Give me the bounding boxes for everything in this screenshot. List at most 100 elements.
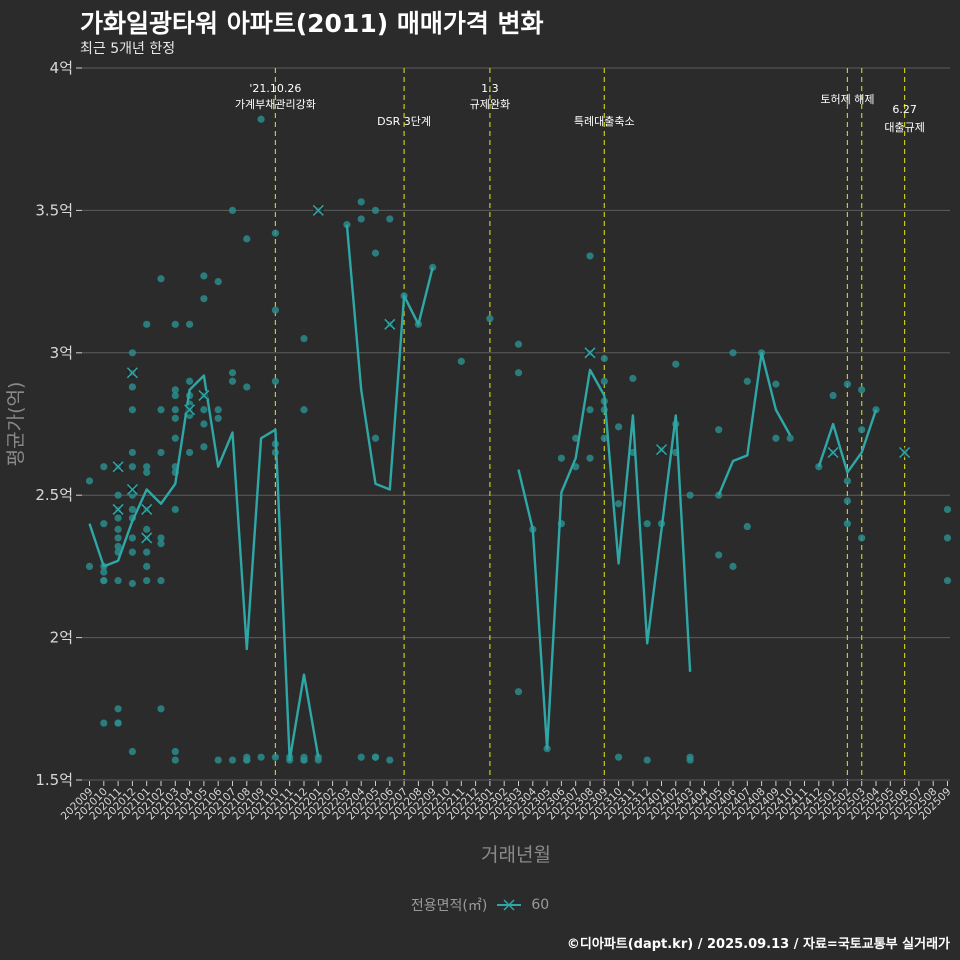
transaction-point <box>371 206 380 214</box>
policy-event-label: 1.3 <box>481 82 499 95</box>
transaction-point <box>85 562 94 571</box>
transaction-point <box>715 426 723 434</box>
highlight-cross <box>112 503 124 515</box>
legend-title: 전용면적(㎡) <box>410 898 488 914</box>
transaction-point <box>171 414 179 422</box>
highlight-cross <box>899 446 911 459</box>
highlight-markers <box>112 204 911 544</box>
transaction-point <box>772 434 780 442</box>
legend: 전용면적(㎡) 60 <box>0 895 960 915</box>
transaction-point <box>858 386 866 394</box>
y-tick-label: 4억 <box>50 59 73 77</box>
series-line-segment <box>817 409 878 474</box>
transaction-point <box>686 756 694 764</box>
transaction-point <box>128 548 136 556</box>
average-price-line <box>88 224 878 762</box>
transaction-point <box>843 380 852 388</box>
transaction-point <box>600 434 608 442</box>
transaction-point <box>586 252 594 260</box>
transaction-point <box>85 477 94 485</box>
transaction-point <box>114 491 122 499</box>
series-line-segment <box>345 224 434 491</box>
transaction-point <box>257 753 265 761</box>
transaction-point <box>300 334 308 343</box>
transaction-point <box>100 463 108 471</box>
transaction-point <box>171 505 179 514</box>
chart-subtitle: 최근 5개년 한정 <box>80 41 176 57</box>
transaction-point <box>100 568 108 576</box>
highlight-marker <box>899 446 911 459</box>
transaction-point <box>200 272 208 280</box>
transaction-point <box>186 448 194 457</box>
transaction-point <box>600 377 608 385</box>
transaction-point <box>314 756 322 764</box>
transaction-point <box>171 406 179 414</box>
highlight-marker <box>384 318 396 330</box>
policy-event-label: 6.27 <box>892 103 917 116</box>
policy-event-label: 가계부채관리강화 <box>235 98 316 111</box>
transaction-point <box>128 463 136 471</box>
transaction-point <box>171 747 179 756</box>
transaction-point <box>943 505 952 514</box>
x-axis-title: 거래년월 <box>481 844 551 866</box>
transaction-point <box>114 577 122 585</box>
transaction-point <box>157 406 165 414</box>
legend-label: 60 <box>531 897 550 913</box>
transaction-point <box>171 756 179 764</box>
highlight-cross <box>827 446 839 459</box>
highlight-marker <box>112 503 124 515</box>
highlight-marker <box>141 532 153 544</box>
policy-event-label: '21.10.26 <box>249 82 301 95</box>
transaction-point <box>228 756 237 764</box>
transaction-point <box>243 756 251 764</box>
transaction-point <box>128 448 136 457</box>
grid-lines <box>82 67 950 781</box>
transaction-point <box>157 275 165 283</box>
highlight-marker <box>198 389 210 402</box>
transaction-point <box>586 406 594 414</box>
transaction-point <box>357 753 365 761</box>
y-tick-label: 1.5억 <box>35 771 73 789</box>
y-tick-label: 2억 <box>50 629 73 647</box>
transaction-point <box>128 383 136 391</box>
highlight-marker <box>126 367 138 379</box>
transaction-point <box>228 377 237 385</box>
transaction-point <box>371 249 380 257</box>
highlight-cross <box>112 461 124 473</box>
highlight-marker <box>126 483 138 496</box>
transaction-point <box>772 380 780 388</box>
transaction-point <box>300 756 308 764</box>
transaction-point <box>186 320 194 328</box>
transaction-point <box>114 514 122 522</box>
transaction-point <box>629 374 637 383</box>
transaction-point <box>114 719 122 727</box>
transaction-point <box>643 756 651 764</box>
transaction-point <box>186 377 194 385</box>
highlight-marker <box>827 446 839 459</box>
highlight-cross <box>141 503 153 515</box>
highlight-marker <box>312 204 324 216</box>
highlight-cross <box>198 389 210 402</box>
transaction-point <box>514 340 523 348</box>
transaction-point <box>514 688 523 696</box>
series-line-segment <box>517 368 692 750</box>
x-axis-ticks: 2020092020102020112020122021012021022021… <box>59 781 954 822</box>
transaction-point <box>228 369 237 377</box>
highlight-cross <box>655 444 668 456</box>
transaction-point <box>457 357 465 365</box>
legend-item: 전용면적(㎡) 60 <box>411 895 549 915</box>
transaction-point <box>157 577 165 585</box>
transaction-point <box>128 534 136 542</box>
transaction-point <box>486 315 494 323</box>
highlight-cross <box>126 483 138 496</box>
transaction-point <box>829 391 837 400</box>
transaction-point <box>943 577 952 585</box>
transaction-point <box>729 349 737 357</box>
transaction-point <box>128 747 136 756</box>
transaction-point <box>371 434 380 442</box>
highlight-cross <box>184 404 196 416</box>
legend-key-icon <box>497 899 522 911</box>
transaction-point <box>214 406 222 414</box>
transaction-point <box>128 349 136 357</box>
highlight-cross <box>312 204 324 216</box>
